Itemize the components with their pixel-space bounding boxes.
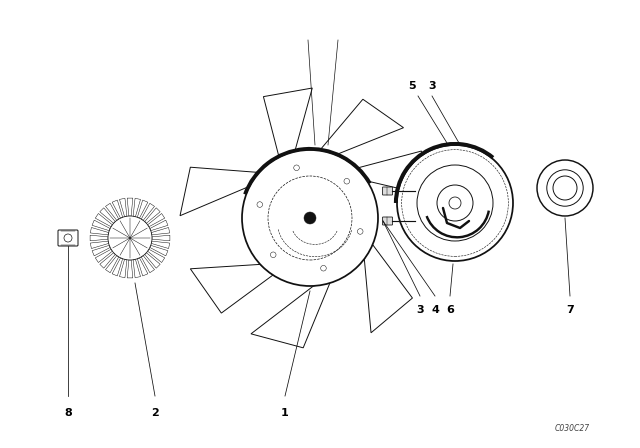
Polygon shape [145,208,160,223]
Polygon shape [150,220,168,231]
Polygon shape [152,235,170,241]
Circle shape [271,252,276,258]
Polygon shape [145,253,160,268]
Polygon shape [112,258,123,276]
Text: 1: 1 [281,408,289,418]
Polygon shape [141,203,154,220]
Circle shape [537,160,593,216]
Polygon shape [92,220,110,231]
Polygon shape [364,245,412,333]
Text: 3: 3 [416,305,424,315]
Circle shape [357,228,363,234]
Circle shape [304,212,316,224]
Text: 8: 8 [64,408,72,418]
FancyBboxPatch shape [383,187,392,195]
FancyBboxPatch shape [58,230,78,246]
Circle shape [242,150,378,286]
Polygon shape [112,200,123,218]
Text: 5: 5 [408,81,416,91]
Circle shape [321,265,326,271]
Circle shape [344,178,349,184]
Polygon shape [150,246,168,256]
Polygon shape [151,241,170,249]
Text: C030C27: C030C27 [555,424,590,433]
Polygon shape [127,198,132,216]
Circle shape [437,185,473,221]
Polygon shape [90,241,109,249]
Circle shape [397,145,513,261]
Text: 4: 4 [431,305,439,315]
Circle shape [108,216,152,260]
Polygon shape [138,200,148,218]
Circle shape [547,170,583,206]
Polygon shape [190,264,273,313]
Polygon shape [180,167,259,216]
Circle shape [257,202,262,207]
Text: 7: 7 [566,305,574,315]
Polygon shape [100,253,115,268]
Circle shape [553,176,577,200]
Text: 3: 3 [428,81,436,91]
Polygon shape [127,260,132,278]
Polygon shape [100,208,115,223]
Polygon shape [95,214,113,227]
Polygon shape [95,249,113,263]
Polygon shape [120,259,127,278]
Polygon shape [133,259,141,278]
Polygon shape [120,198,127,217]
Polygon shape [92,246,110,256]
Polygon shape [133,198,141,217]
Polygon shape [264,88,312,157]
Polygon shape [106,256,119,273]
Text: 6: 6 [446,305,454,315]
Polygon shape [151,228,170,235]
Polygon shape [356,151,438,198]
Polygon shape [106,203,119,220]
Circle shape [294,165,300,171]
Polygon shape [138,258,148,276]
Text: 2: 2 [151,408,159,418]
Polygon shape [251,283,330,348]
FancyBboxPatch shape [383,217,392,225]
Polygon shape [148,249,164,263]
Polygon shape [90,228,109,235]
Polygon shape [141,256,154,273]
Circle shape [449,197,461,209]
Polygon shape [319,99,403,155]
Polygon shape [148,214,164,227]
Circle shape [417,165,493,241]
Polygon shape [90,235,108,241]
